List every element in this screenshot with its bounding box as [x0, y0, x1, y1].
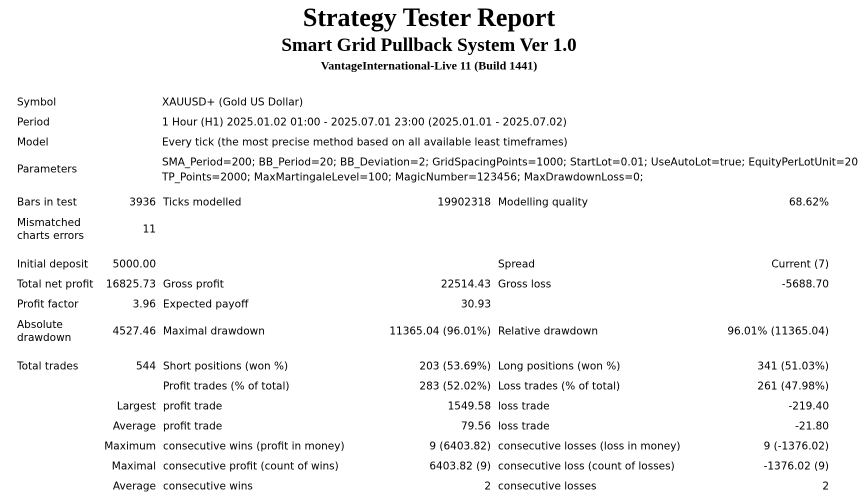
stat-value: 283 (52.02%): [419, 380, 491, 393]
stat-label: Total net profit: [17, 278, 94, 291]
stat-label: Maximal drawdown: [163, 325, 265, 338]
stat-label: loss trade: [498, 400, 550, 413]
stat-value: Average: [112, 420, 156, 433]
stat-value: Average: [112, 480, 156, 493]
server-info: VantageInternational-Live 11 (Build 1441…: [320, 58, 538, 73]
stat-label: profit trade: [163, 420, 223, 433]
stat-value: 261 (47.98%): [757, 380, 829, 393]
stat-label: Modelling quality: [498, 196, 588, 209]
stat-value: Maximal: [111, 460, 156, 473]
report-title: Strategy Tester Report: [302, 3, 556, 32]
stat-value: 4527.46: [112, 325, 156, 338]
stat-label: Gross profit: [163, 278, 224, 291]
stat-label: Profit factor: [17, 298, 79, 311]
info-label: Period: [17, 116, 50, 129]
stat-value: -21.80: [795, 420, 829, 433]
stat-label: Mismatched charts errors: [17, 217, 84, 242]
stat-value: -5688.70: [781, 278, 829, 291]
stat-label: Gross loss: [498, 278, 552, 291]
stat-value: 96.01% (11365.04): [727, 325, 829, 338]
stat-value: 341 (51.03%): [757, 360, 829, 373]
stat-value: 9 (-1376.02): [763, 440, 829, 453]
stat-value: -1376.02 (9): [763, 460, 829, 473]
stat-value: 11365.04 (96.01%): [389, 325, 491, 338]
stat-label: consecutive losses (loss in money): [498, 440, 681, 453]
stat-value: 1549.58: [447, 400, 491, 413]
stat-value: 19902318: [437, 196, 491, 209]
info-value: Every tick (the most precise method base…: [162, 136, 568, 149]
stat-label: Loss trades (% of total): [498, 380, 621, 393]
stat-label: Short positions (won %): [163, 360, 289, 373]
stat-value: -219.40: [788, 400, 829, 413]
stat-value: 2: [822, 480, 829, 493]
stat-value: 5000.00: [112, 258, 156, 271]
stat-label: consecutive wins (profit in money): [163, 440, 345, 453]
stat-label: Initial deposit: [17, 258, 89, 271]
stat-value: 79.56: [460, 420, 491, 433]
stat-label: consecutive wins: [163, 480, 253, 493]
stat-value: Maximum: [104, 440, 156, 453]
info-value: SMA_Period=200; BB_Period=20; BB_Deviati…: [162, 156, 858, 168]
info-label: Parameters: [17, 163, 78, 176]
expert-name: Smart Grid Pullback System Ver 1.0: [281, 35, 577, 56]
stat-value: 544: [135, 360, 156, 373]
stat-label: Absolute drawdown: [17, 319, 72, 344]
stat-label: Expected payoff: [163, 298, 249, 311]
info-value: XAUUSD+ (Gold US Dollar): [162, 96, 304, 109]
stat-label: Long positions (won %): [498, 360, 621, 373]
info-value: TP_Points=2000; MaxMartingaleLevel=100; …: [162, 171, 644, 183]
info-label: Symbol: [17, 96, 57, 109]
stat-label: Profit trades (% of total): [163, 380, 290, 393]
stat-value: Current (7): [771, 258, 829, 271]
info-value: 1 Hour (H1) 2025.01.02 01:00 - 2025.07.0…: [162, 116, 567, 129]
stat-value: 6403.82 (9): [429, 460, 491, 473]
stat-value: 68.62%: [788, 196, 829, 209]
stat-label: Total trades: [17, 360, 79, 373]
stat-value: 30.93: [460, 298, 491, 311]
stat-value: Largest: [116, 400, 156, 413]
stat-value: 22514.43: [440, 278, 491, 291]
stat-value: 11: [142, 223, 156, 236]
stat-value: 16825.73: [105, 278, 156, 291]
stat-label: Relative drawdown: [498, 325, 599, 338]
stat-value: 3936: [129, 196, 156, 209]
stat-label: consecutive profit (count of wins): [163, 460, 339, 473]
stat-value: 3.96: [132, 298, 156, 311]
stat-label: consecutive loss (count of losses): [498, 460, 675, 473]
stat-label: Spread: [498, 258, 535, 271]
stat-label: consecutive losses: [498, 480, 597, 493]
stat-label: profit trade: [163, 400, 223, 413]
stat-label: Bars in test: [17, 196, 77, 209]
stat-value: 203 (53.69%): [419, 360, 491, 373]
info-label: Model: [17, 136, 49, 149]
stat-label: Ticks modelled: [163, 196, 242, 209]
stat-label: loss trade: [498, 420, 550, 433]
stat-value: 9 (6403.82): [429, 440, 491, 453]
stat-value: 2: [484, 480, 491, 493]
